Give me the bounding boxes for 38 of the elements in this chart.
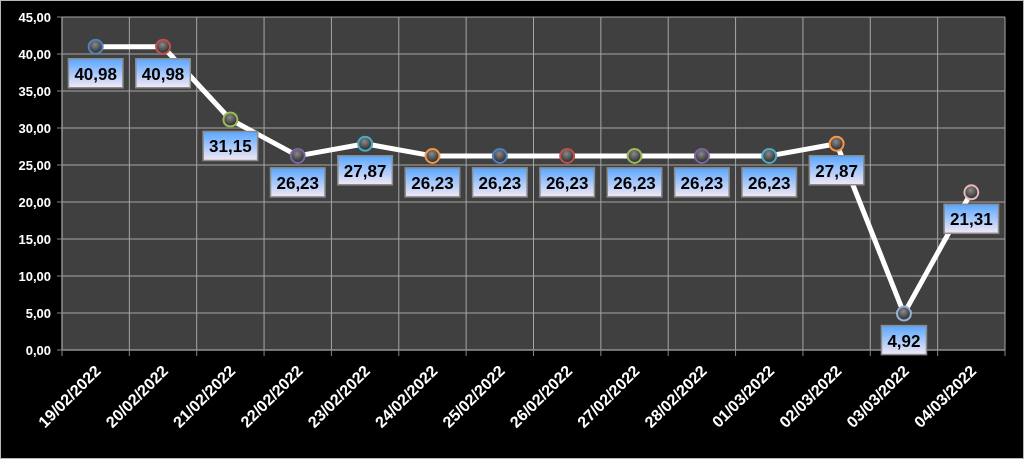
point [424,147,441,164]
y-tick-label: 25,00 [18,157,51,173]
point [761,147,778,164]
y-tick-label: 45,00 [18,9,51,25]
data-label: 4,92 [887,331,921,351]
point [626,147,643,164]
data-label: 26,23 [680,173,724,193]
y-tick-label: 35,00 [18,83,51,99]
data-label: 26,23 [276,173,320,193]
data-label: 40,98 [74,64,117,84]
point [357,135,374,152]
data-label: 26,23 [613,173,656,193]
data-label: 21,31 [950,210,993,230]
point [155,38,172,55]
y-tick-label: 20,00 [18,194,51,210]
data-label: 26,23 [747,173,791,193]
data-label: 27,87 [343,161,387,181]
point [491,147,508,164]
point [963,184,980,201]
point [87,38,104,55]
y-tick-label: 0,00 [25,342,51,358]
point [559,147,576,164]
point [895,305,912,322]
data-label: 26,23 [478,173,522,193]
point [828,135,845,152]
y-tick-label: 30,00 [18,120,51,136]
data-label: 27,87 [815,161,858,181]
y-tick-label: 15,00 [18,231,51,247]
data-label: 31,15 [209,137,252,157]
data-label: 26,23 [411,173,454,193]
y-tick-label: 5,00 [25,305,51,321]
data-label: 40,98 [141,64,185,84]
point [222,111,239,128]
data-label: 26,23 [545,173,589,193]
y-tick-label: 10,00 [18,268,51,284]
point [693,147,710,164]
y-tick-label: 40,00 [18,46,51,62]
point [289,147,306,164]
